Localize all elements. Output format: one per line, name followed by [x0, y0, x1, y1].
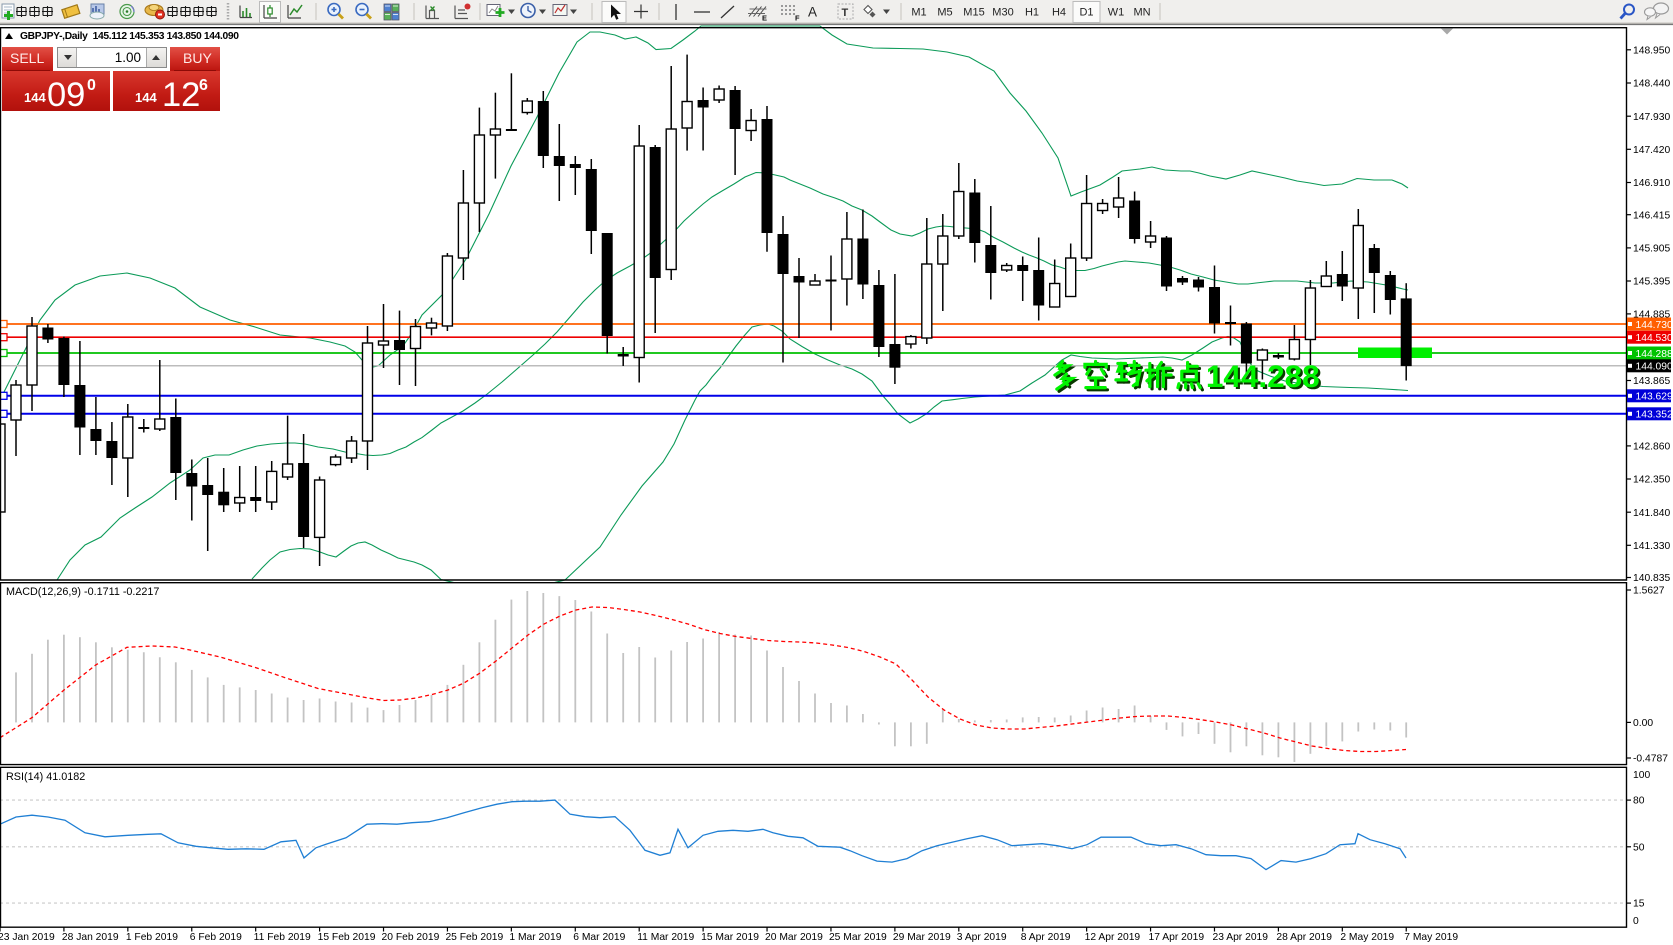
svg-text:0.00: 0.00: [1633, 718, 1653, 729]
svg-text:M5: M5: [937, 7, 952, 19]
svg-text:1 Mar 2019: 1 Mar 2019: [509, 932, 561, 943]
svg-text:23 Apr 2019: 23 Apr 2019: [1212, 932, 1268, 943]
svg-text:80: 80: [1633, 796, 1645, 807]
svg-text:141.330: 141.330: [1633, 541, 1670, 552]
svg-text:146.415: 146.415: [1633, 210, 1670, 221]
svg-text:144.090: 144.090: [1636, 362, 1673, 373]
svg-text:1.5627: 1.5627: [1633, 586, 1665, 597]
svg-text:147.930: 147.930: [1633, 112, 1670, 123]
svg-text:W1: W1: [1108, 7, 1125, 19]
svg-text:M30: M30: [992, 7, 1013, 19]
svg-text:1 Feb 2019: 1 Feb 2019: [126, 932, 178, 943]
svg-text:7 May 2019: 7 May 2019: [1404, 932, 1458, 943]
svg-text:144.288: 144.288: [1208, 360, 1322, 396]
svg-text:143.352: 143.352: [1636, 410, 1673, 421]
svg-text:20 Mar 2019: 20 Mar 2019: [765, 932, 823, 943]
svg-text:15 Feb 2019: 15 Feb 2019: [318, 932, 376, 943]
svg-text:11 Mar 2019: 11 Mar 2019: [637, 932, 694, 943]
svg-text:23 Jan 2019: 23 Jan 2019: [0, 932, 55, 943]
svg-text:2 May 2019: 2 May 2019: [1340, 932, 1394, 943]
svg-text:M15: M15: [963, 7, 984, 19]
svg-text:144.288: 144.288: [1636, 349, 1673, 360]
svg-text:146.910: 146.910: [1633, 178, 1670, 189]
svg-text:144.885: 144.885: [1633, 310, 1670, 321]
svg-text:143.865: 143.865: [1633, 376, 1670, 387]
svg-text:20 Feb 2019: 20 Feb 2019: [382, 932, 440, 943]
svg-text:28 Jan 2019: 28 Jan 2019: [62, 932, 119, 943]
svg-text:T: T: [842, 7, 849, 19]
svg-text:RSI(14) 41.0182: RSI(14) 41.0182: [6, 771, 85, 783]
svg-text:15: 15: [1633, 899, 1645, 910]
svg-text:148.440: 148.440: [1633, 79, 1670, 90]
svg-text:0: 0: [1633, 916, 1639, 927]
svg-text:100: 100: [1633, 770, 1650, 781]
svg-text:15 Mar 2019: 15 Mar 2019: [701, 932, 759, 943]
svg-text:140.835: 140.835: [1633, 573, 1670, 582]
svg-text:12 Apr 2019: 12 Apr 2019: [1085, 932, 1141, 943]
svg-text:143.629: 143.629: [1636, 392, 1673, 403]
svg-text:A: A: [808, 5, 817, 20]
svg-text:25 Mar 2019: 25 Mar 2019: [829, 932, 887, 943]
svg-text:11 Feb 2019: 11 Feb 2019: [254, 932, 311, 943]
svg-text:50: 50: [1633, 842, 1645, 853]
svg-text:144.730: 144.730: [1636, 320, 1673, 331]
svg-text:142.350: 142.350: [1633, 475, 1670, 486]
svg-text:E: E: [762, 14, 767, 23]
svg-text:-0.4787: -0.4787: [1633, 754, 1668, 765]
svg-text:28 Apr 2019: 28 Apr 2019: [1276, 932, 1332, 943]
svg-text:147.420: 147.420: [1633, 145, 1670, 156]
svg-text:6 Mar 2019: 6 Mar 2019: [573, 932, 625, 943]
svg-text:6 Feb 2019: 6 Feb 2019: [190, 932, 242, 943]
svg-text:29 Mar 2019: 29 Mar 2019: [893, 932, 951, 943]
svg-text:MN: MN: [1133, 7, 1150, 19]
svg-text:148.950: 148.950: [1633, 45, 1670, 56]
svg-text:M1: M1: [911, 7, 926, 19]
svg-text:145.905: 145.905: [1633, 244, 1670, 255]
svg-text:145.395: 145.395: [1633, 277, 1670, 288]
svg-text:25 Feb 2019: 25 Feb 2019: [445, 932, 503, 943]
svg-text:MACD(12,26,9) -0.1711 -0.2217: MACD(12,26,9) -0.1711 -0.2217: [6, 586, 159, 598]
svg-text:8 Apr 2019: 8 Apr 2019: [1021, 932, 1071, 943]
svg-text:144.530: 144.530: [1636, 333, 1673, 344]
svg-text:142.860: 142.860: [1633, 442, 1670, 453]
svg-text:F: F: [795, 14, 800, 23]
svg-text:D1: D1: [1079, 7, 1093, 19]
svg-text:144.288: 144.288: [1206, 358, 1320, 394]
svg-text:141.840: 141.840: [1633, 508, 1670, 519]
svg-text:H1: H1: [1025, 7, 1039, 19]
svg-text:17 Apr 2019: 17 Apr 2019: [1149, 932, 1205, 943]
svg-text:3 Apr 2019: 3 Apr 2019: [957, 932, 1007, 943]
svg-text:H4: H4: [1052, 7, 1066, 19]
